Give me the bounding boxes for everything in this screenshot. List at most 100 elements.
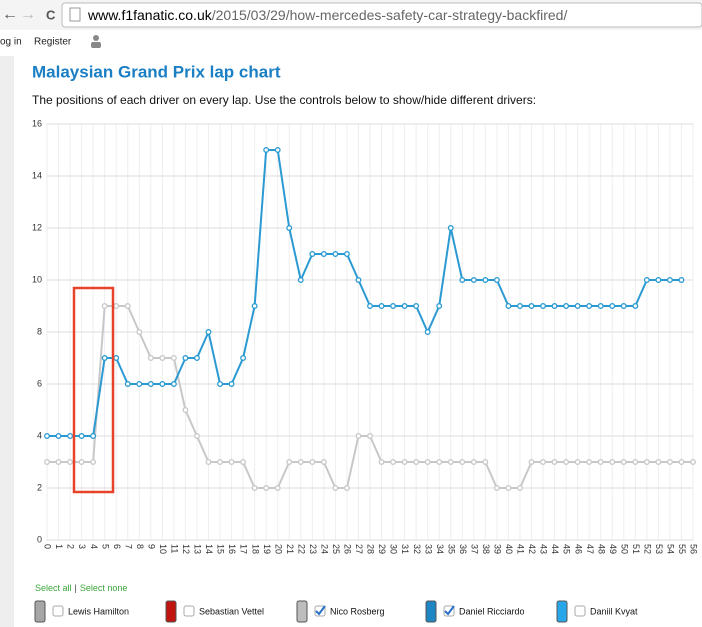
data-point xyxy=(505,485,512,491)
x-tick-label: 11 xyxy=(170,544,180,553)
data-point xyxy=(666,277,673,283)
data-point xyxy=(447,459,454,465)
data-point xyxy=(67,433,74,439)
check-mark xyxy=(315,605,326,616)
x-tick-label: 35 xyxy=(446,544,456,554)
data-point xyxy=(424,459,431,465)
data-point xyxy=(505,303,512,309)
reload-button[interactable]: C xyxy=(46,7,56,22)
x-tick-label: 45 xyxy=(562,544,572,554)
data-point xyxy=(470,459,477,465)
x-tick-label: 23 xyxy=(308,544,318,554)
y-tick-label: 8 xyxy=(37,326,42,336)
data-point xyxy=(678,459,685,465)
x-tick-label: 22 xyxy=(296,544,306,554)
register-link[interactable]: Register xyxy=(34,37,72,48)
y-tick-label: 16 xyxy=(32,118,42,128)
data-point xyxy=(528,303,535,309)
data-point xyxy=(459,277,466,283)
data-point xyxy=(666,459,673,465)
data-point xyxy=(620,459,627,465)
x-tick-label: 52 xyxy=(642,544,652,554)
data-point xyxy=(470,277,477,283)
data-point xyxy=(332,485,339,491)
x-tick-label: 2 xyxy=(66,544,76,549)
data-point xyxy=(147,355,154,361)
x-tick-label: 56 xyxy=(689,544,699,554)
x-tick-label: 19 xyxy=(262,544,272,554)
data-point xyxy=(320,459,327,465)
data-point xyxy=(424,329,431,335)
x-tick-label: 5 xyxy=(100,544,110,549)
x-tick-label: 16 xyxy=(227,544,237,554)
separator: | xyxy=(75,583,77,593)
data-point xyxy=(124,303,131,309)
data-point xyxy=(586,303,593,309)
x-tick-label: 14 xyxy=(204,544,214,554)
x-tick-label: 10 xyxy=(158,544,168,554)
x-tick-label: 40 xyxy=(504,544,514,554)
data-point xyxy=(574,303,581,309)
select-all[interactable]: Select all xyxy=(35,583,72,593)
data-point xyxy=(251,303,258,309)
login-link[interactable]: og in xyxy=(0,37,22,48)
data-point xyxy=(609,459,616,465)
x-tick-label: 30 xyxy=(389,544,399,554)
data-point xyxy=(563,303,570,309)
data-point xyxy=(274,147,281,153)
data-point xyxy=(274,485,281,491)
x-tick-label: 13 xyxy=(193,544,203,554)
y-tick-label: 4 xyxy=(37,430,42,440)
driver-checkbox[interactable] xyxy=(183,605,195,617)
x-tick-label: 50 xyxy=(619,544,629,554)
x-tick-label: 26 xyxy=(343,544,353,554)
data-point xyxy=(390,303,397,309)
forward-button[interactable]: → xyxy=(20,6,36,23)
y-tick-label: 2 xyxy=(37,482,42,492)
check-mark xyxy=(444,605,455,616)
x-tick-label: 39 xyxy=(493,544,503,554)
x-tick-label: 48 xyxy=(596,544,606,554)
data-point xyxy=(597,459,604,465)
data-point xyxy=(355,277,362,283)
data-point xyxy=(113,303,120,309)
data-point xyxy=(643,459,650,465)
driver-checkbox[interactable] xyxy=(574,605,586,617)
description: The positions of each driver on every la… xyxy=(32,93,536,107)
data-point xyxy=(263,147,270,153)
page-icon xyxy=(69,7,81,22)
x-tick-label: 38 xyxy=(481,544,491,554)
data-point xyxy=(101,303,108,309)
driver-name: Lewis Hamilton xyxy=(68,606,129,616)
data-point xyxy=(367,303,373,309)
driver-name: Daniil Kvyat xyxy=(590,606,638,616)
x-tick-label: 54 xyxy=(666,544,676,554)
x-tick-label: 47 xyxy=(585,544,595,554)
x-tick-label: 34 xyxy=(435,544,445,554)
select-none[interactable]: Select none xyxy=(80,583,128,593)
driver-checkbox[interactable] xyxy=(52,605,64,617)
x-tick-label: 37 xyxy=(469,544,479,554)
y-tick-label: 0 xyxy=(37,534,42,544)
x-tick-label: 4 xyxy=(89,544,99,549)
data-point xyxy=(609,303,616,309)
data-point xyxy=(413,303,420,309)
data-point xyxy=(217,381,223,387)
data-point xyxy=(194,355,200,361)
data-point xyxy=(563,459,570,465)
data-point xyxy=(390,459,397,465)
x-tick-label: 9 xyxy=(146,544,156,549)
driver-swatch xyxy=(34,600,46,623)
x-tick-label: 7 xyxy=(123,544,133,549)
x-tick-label: 27 xyxy=(354,544,364,554)
back-button[interactable]: ← xyxy=(2,6,18,23)
driver-swatch xyxy=(296,600,308,623)
data-point xyxy=(493,277,500,283)
data-point xyxy=(124,381,131,387)
x-tick-label: 18 xyxy=(250,544,260,554)
data-point xyxy=(170,355,177,361)
address-bar[interactable] xyxy=(61,2,702,28)
data-point xyxy=(517,303,523,309)
highlight-box xyxy=(72,286,115,494)
